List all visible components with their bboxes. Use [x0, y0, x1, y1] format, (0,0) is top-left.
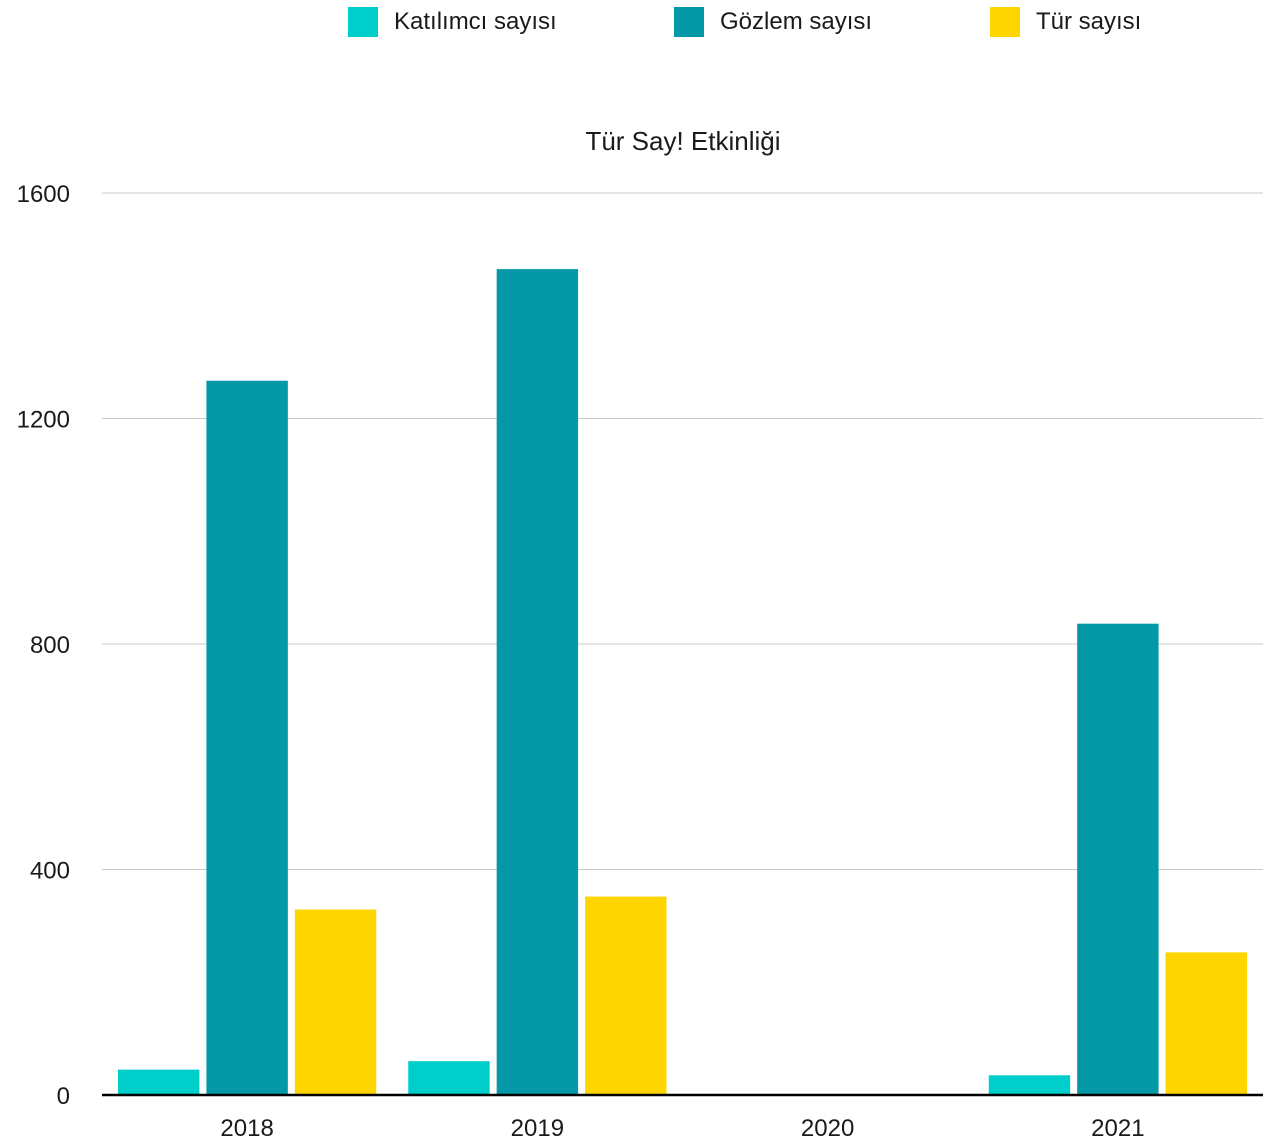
- y-tick-label: 800: [30, 632, 70, 659]
- x-tick-label: 2019: [511, 1115, 564, 1142]
- y-axis-ticks: 0 400 800 1200 1600: [17, 181, 70, 1110]
- legend-swatch-tur: [990, 7, 1020, 37]
- gridlines: [102, 192, 1263, 870]
- chart-title: Tür Say! Etkinliği: [585, 126, 780, 156]
- legend-swatch-gozlem: [674, 7, 704, 37]
- x-axis-ticks: 2018 2019 2020 2021: [220, 1115, 1144, 1142]
- bar-2021-series-2: [1165, 952, 1247, 1095]
- bars: [118, 269, 1247, 1095]
- legend-item-tur: Tür sayısı: [990, 6, 1141, 38]
- legend-label-katilimci: Katılımcı sayısı: [394, 8, 557, 35]
- y-tick-label: 0: [57, 1083, 70, 1110]
- chart-legend: Katılımcı sayısı Gözlem sayısı Tür sayıs…: [0, 6, 1265, 38]
- y-tick-label: 1600: [17, 181, 70, 208]
- bar-2021-series-1: [1077, 623, 1159, 1095]
- bar-2018-series-1: [206, 380, 288, 1095]
- x-tick-label: 2018: [220, 1115, 273, 1142]
- legend-item-gozlem: Gözlem sayısı: [674, 6, 872, 38]
- bar-2018-series-0: [118, 1069, 200, 1095]
- bar-2019-series-1: [496, 269, 579, 1095]
- y-tick-label: 400: [30, 858, 70, 885]
- bar-2019-series-2: [585, 896, 667, 1095]
- legend-label-gozlem: Gözlem sayısı: [720, 8, 873, 35]
- legend-swatch-katilimci: [348, 7, 378, 37]
- bar-2021-series-0: [988, 1075, 1071, 1095]
- legend-item-katilimci: Katılımcı sayısı: [348, 6, 557, 38]
- bar-2019-series-0: [408, 1061, 490, 1095]
- legend-label-tur: Tür sayısı: [1036, 8, 1142, 35]
- x-tick-label: 2021: [1091, 1115, 1144, 1142]
- x-tick-label: 2020: [801, 1115, 854, 1142]
- y-tick-label: 1200: [17, 407, 70, 434]
- bar-2018-series-2: [294, 909, 377, 1095]
